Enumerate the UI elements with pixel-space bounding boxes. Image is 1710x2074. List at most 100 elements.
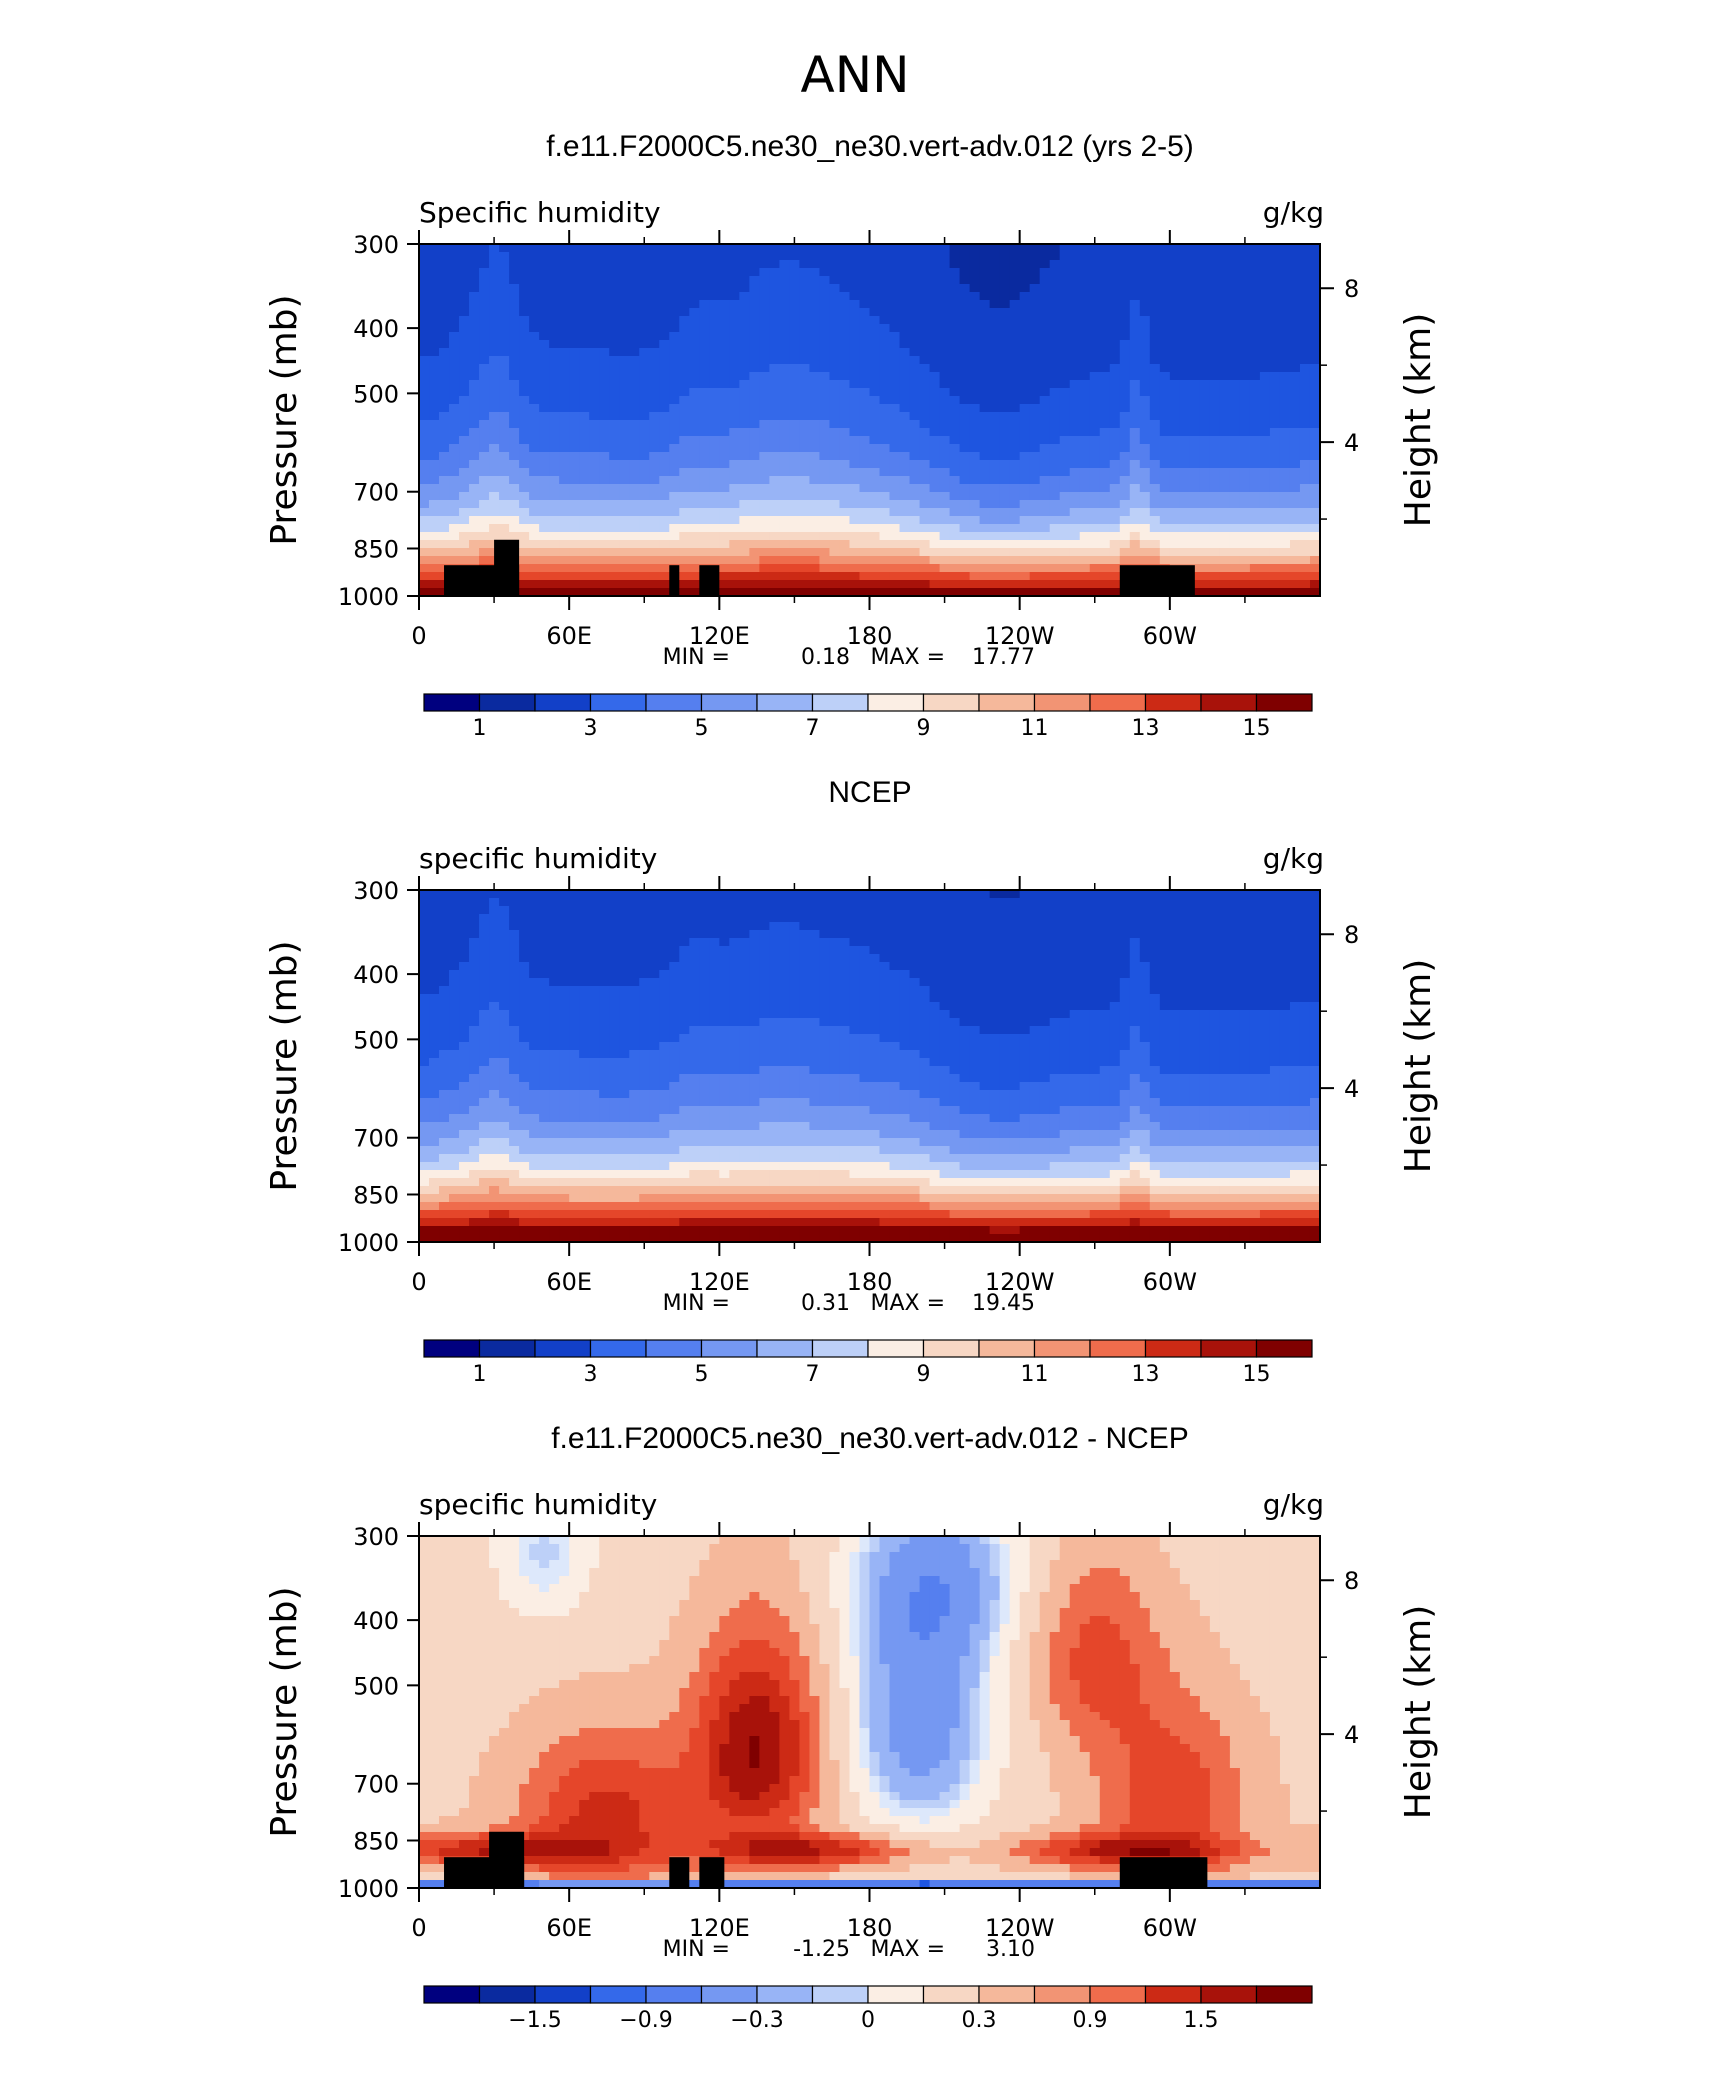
heatmap-cell <box>689 906 700 915</box>
heatmap-cell <box>449 436 460 445</box>
heatmap-cell <box>569 388 580 397</box>
heatmap-cell <box>819 388 831 397</box>
heatmap-cell <box>1199 930 1211 939</box>
heatmap-cell <box>1199 524 1211 533</box>
heatmap-cell <box>1099 914 1111 923</box>
heatmap-cell <box>1119 340 1131 349</box>
colorbar-label: 7 <box>806 716 820 741</box>
heatmap-cell <box>429 268 440 277</box>
heatmap-cell <box>659 380 670 389</box>
heatmap-cell <box>649 292 660 301</box>
heatmap-cell <box>509 954 520 963</box>
heatmap-cell <box>669 444 680 453</box>
heatmap-cell <box>579 404 590 413</box>
heatmap-cell <box>999 922 1011 931</box>
heatmap-cell <box>789 420 801 429</box>
heatmap-cell <box>659 292 670 301</box>
x-tick-label: 180 <box>847 622 893 650</box>
heatmap-cell <box>1179 460 1191 469</box>
heatmap-cell <box>1139 492 1151 501</box>
heatmap-cell <box>539 468 550 477</box>
heatmap-cell <box>429 316 440 325</box>
heatmap-cell <box>819 572 831 581</box>
heatmap-cell <box>939 906 951 915</box>
heatmap-cell <box>1269 316 1281 325</box>
heatmap-cell <box>669 492 680 501</box>
heatmap-cell <box>579 906 590 915</box>
heatmap-cell <box>1069 898 1081 907</box>
heatmap-cell <box>669 276 680 285</box>
heatmap-cell <box>569 308 580 317</box>
heatmap-cell <box>1059 420 1071 429</box>
heatmap-cell <box>1179 444 1191 453</box>
heatmap-cell <box>879 460 891 469</box>
heatmap-cell <box>999 436 1011 445</box>
heatmap-cell <box>1069 244 1081 253</box>
heatmap-cell <box>1109 388 1121 397</box>
heatmap-cell <box>999 468 1011 477</box>
heatmap-cell <box>1139 268 1151 277</box>
heatmap-cell <box>969 492 981 501</box>
heatmap-cell <box>1169 420 1181 429</box>
heatmap-cell <box>529 930 540 939</box>
heatmap-cell <box>579 380 590 389</box>
heatmap-cell <box>659 356 670 365</box>
heatmap-cell <box>1249 420 1261 429</box>
heatmap-cell <box>989 244 1001 253</box>
heatmap-cell <box>709 890 720 899</box>
heatmap-cell <box>709 380 720 389</box>
heatmap-cell <box>759 244 770 253</box>
heatmap-cell <box>1019 340 1031 349</box>
heatmap-cell <box>679 588 690 597</box>
heatmap-cell <box>829 890 841 899</box>
heatmap-cell <box>589 452 600 461</box>
heatmap-cell <box>859 452 871 461</box>
heatmap-cell <box>999 580 1011 589</box>
heatmap-cell <box>779 954 791 963</box>
heatmap-cell <box>679 316 690 325</box>
heatmap-cell <box>1169 508 1181 517</box>
heatmap-cell <box>1289 412 1301 421</box>
heatmap-cell <box>1119 890 1131 899</box>
heatmap-cell <box>1149 938 1161 947</box>
heatmap-cell <box>759 930 770 939</box>
heatmap-cell <box>439 946 450 955</box>
heatmap-cell <box>1059 404 1071 413</box>
heatmap-cell <box>1229 954 1241 963</box>
heatmap-cell <box>619 508 630 517</box>
heatmap-cell <box>1219 396 1231 405</box>
heatmap-cell <box>519 580 530 589</box>
heatmap-cell <box>829 324 841 333</box>
heatmap-cell <box>649 284 660 293</box>
heatmap-cell <box>509 484 520 493</box>
heatmap-cell <box>619 540 630 549</box>
heatmap-cell <box>1099 316 1111 325</box>
heatmap-cell <box>1149 954 1161 963</box>
heatmap-cell <box>929 292 941 301</box>
heatmap-cell <box>1299 524 1311 533</box>
heatmap-cell <box>689 244 700 253</box>
heatmap-cell <box>759 890 770 899</box>
heatmap-cell <box>1049 316 1061 325</box>
heatmap-cell <box>1139 276 1151 285</box>
heatmap-cell <box>1089 890 1101 899</box>
heatmap-cell <box>729 890 740 899</box>
heatmap-cell <box>479 460 490 469</box>
heatmap-cell <box>769 516 780 525</box>
heatmap-cell <box>1089 380 1101 389</box>
heatmap-cell <box>989 292 1001 301</box>
heatmap-cell <box>519 260 530 269</box>
heatmap-cell <box>1009 468 1021 477</box>
heatmap-cell <box>809 564 821 573</box>
heatmap-cell <box>859 356 871 365</box>
heatmap-cell <box>719 372 730 381</box>
heatmap-cell <box>1189 452 1201 461</box>
heatmap-cell <box>829 516 841 525</box>
heatmap-cell <box>519 396 530 405</box>
heatmap-cell <box>689 252 700 261</box>
heatmap-cell <box>949 340 961 349</box>
heatmap-cell <box>809 954 821 963</box>
heatmap-cell <box>749 412 760 421</box>
heatmap-cell <box>649 556 660 565</box>
heatmap-cell <box>559 588 570 597</box>
